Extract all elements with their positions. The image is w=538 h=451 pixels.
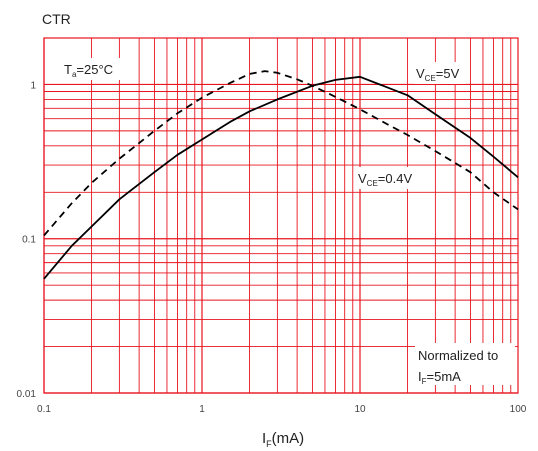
x-tick-label: 10 [354,404,366,415]
y-tick-label: 0.01 [17,389,37,400]
series-line-vce-5v [43,75,519,280]
grid [43,37,518,394]
series-layer [43,70,519,280]
temperature-annotation: Ta=25°C [64,62,113,79]
series-line-vce-0.4v [43,70,519,237]
vce5-label-bg [414,62,466,84]
vce-0.4v-annotation: VCE=0.4V [358,171,412,188]
x-tick-label: 100 [510,404,527,415]
x-axis-label: IF(mA) [262,430,304,449]
x-tick-label: 1 [199,404,205,415]
vce-5v-annotation: VCE=5V [416,66,460,83]
plot-frame [43,37,519,394]
vce04-label-bg [356,167,422,189]
normalized-line-2: IF=5mA [418,369,461,386]
y-tick-label: 0.1 [22,235,36,246]
y-axis-label: CTR [42,11,71,27]
normalized-label-bg [415,343,515,385]
temp-label-bg [62,58,120,80]
normalized-line-1: Normalized to [418,348,498,363]
y-tick-label: 1 [30,80,36,91]
x-tick-label: 0.1 [37,404,51,415]
